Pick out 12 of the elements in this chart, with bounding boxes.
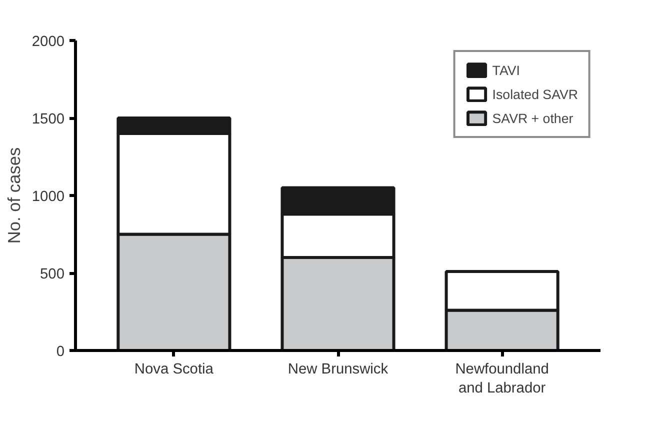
- x-tick-label: Newfoundland and Labrador: [455, 362, 549, 397]
- x-tick-label: New Brunswick: [288, 362, 389, 378]
- y-tick-label: 1500: [32, 112, 65, 128]
- y-axis-title: No. of cases: [4, 147, 24, 244]
- x-tick-label: Nova Scotia: [134, 362, 214, 378]
- legend-label: TAVI: [492, 62, 520, 78]
- y-tick-label: 0: [56, 344, 65, 360]
- legend-label: SAVR + other: [492, 110, 574, 126]
- y-tick-label: 2000: [32, 34, 65, 50]
- y-tick-label: 500: [40, 266, 65, 282]
- y-tick-label: 1000: [32, 189, 65, 205]
- legend-label: Isolated SAVR: [492, 86, 578, 102]
